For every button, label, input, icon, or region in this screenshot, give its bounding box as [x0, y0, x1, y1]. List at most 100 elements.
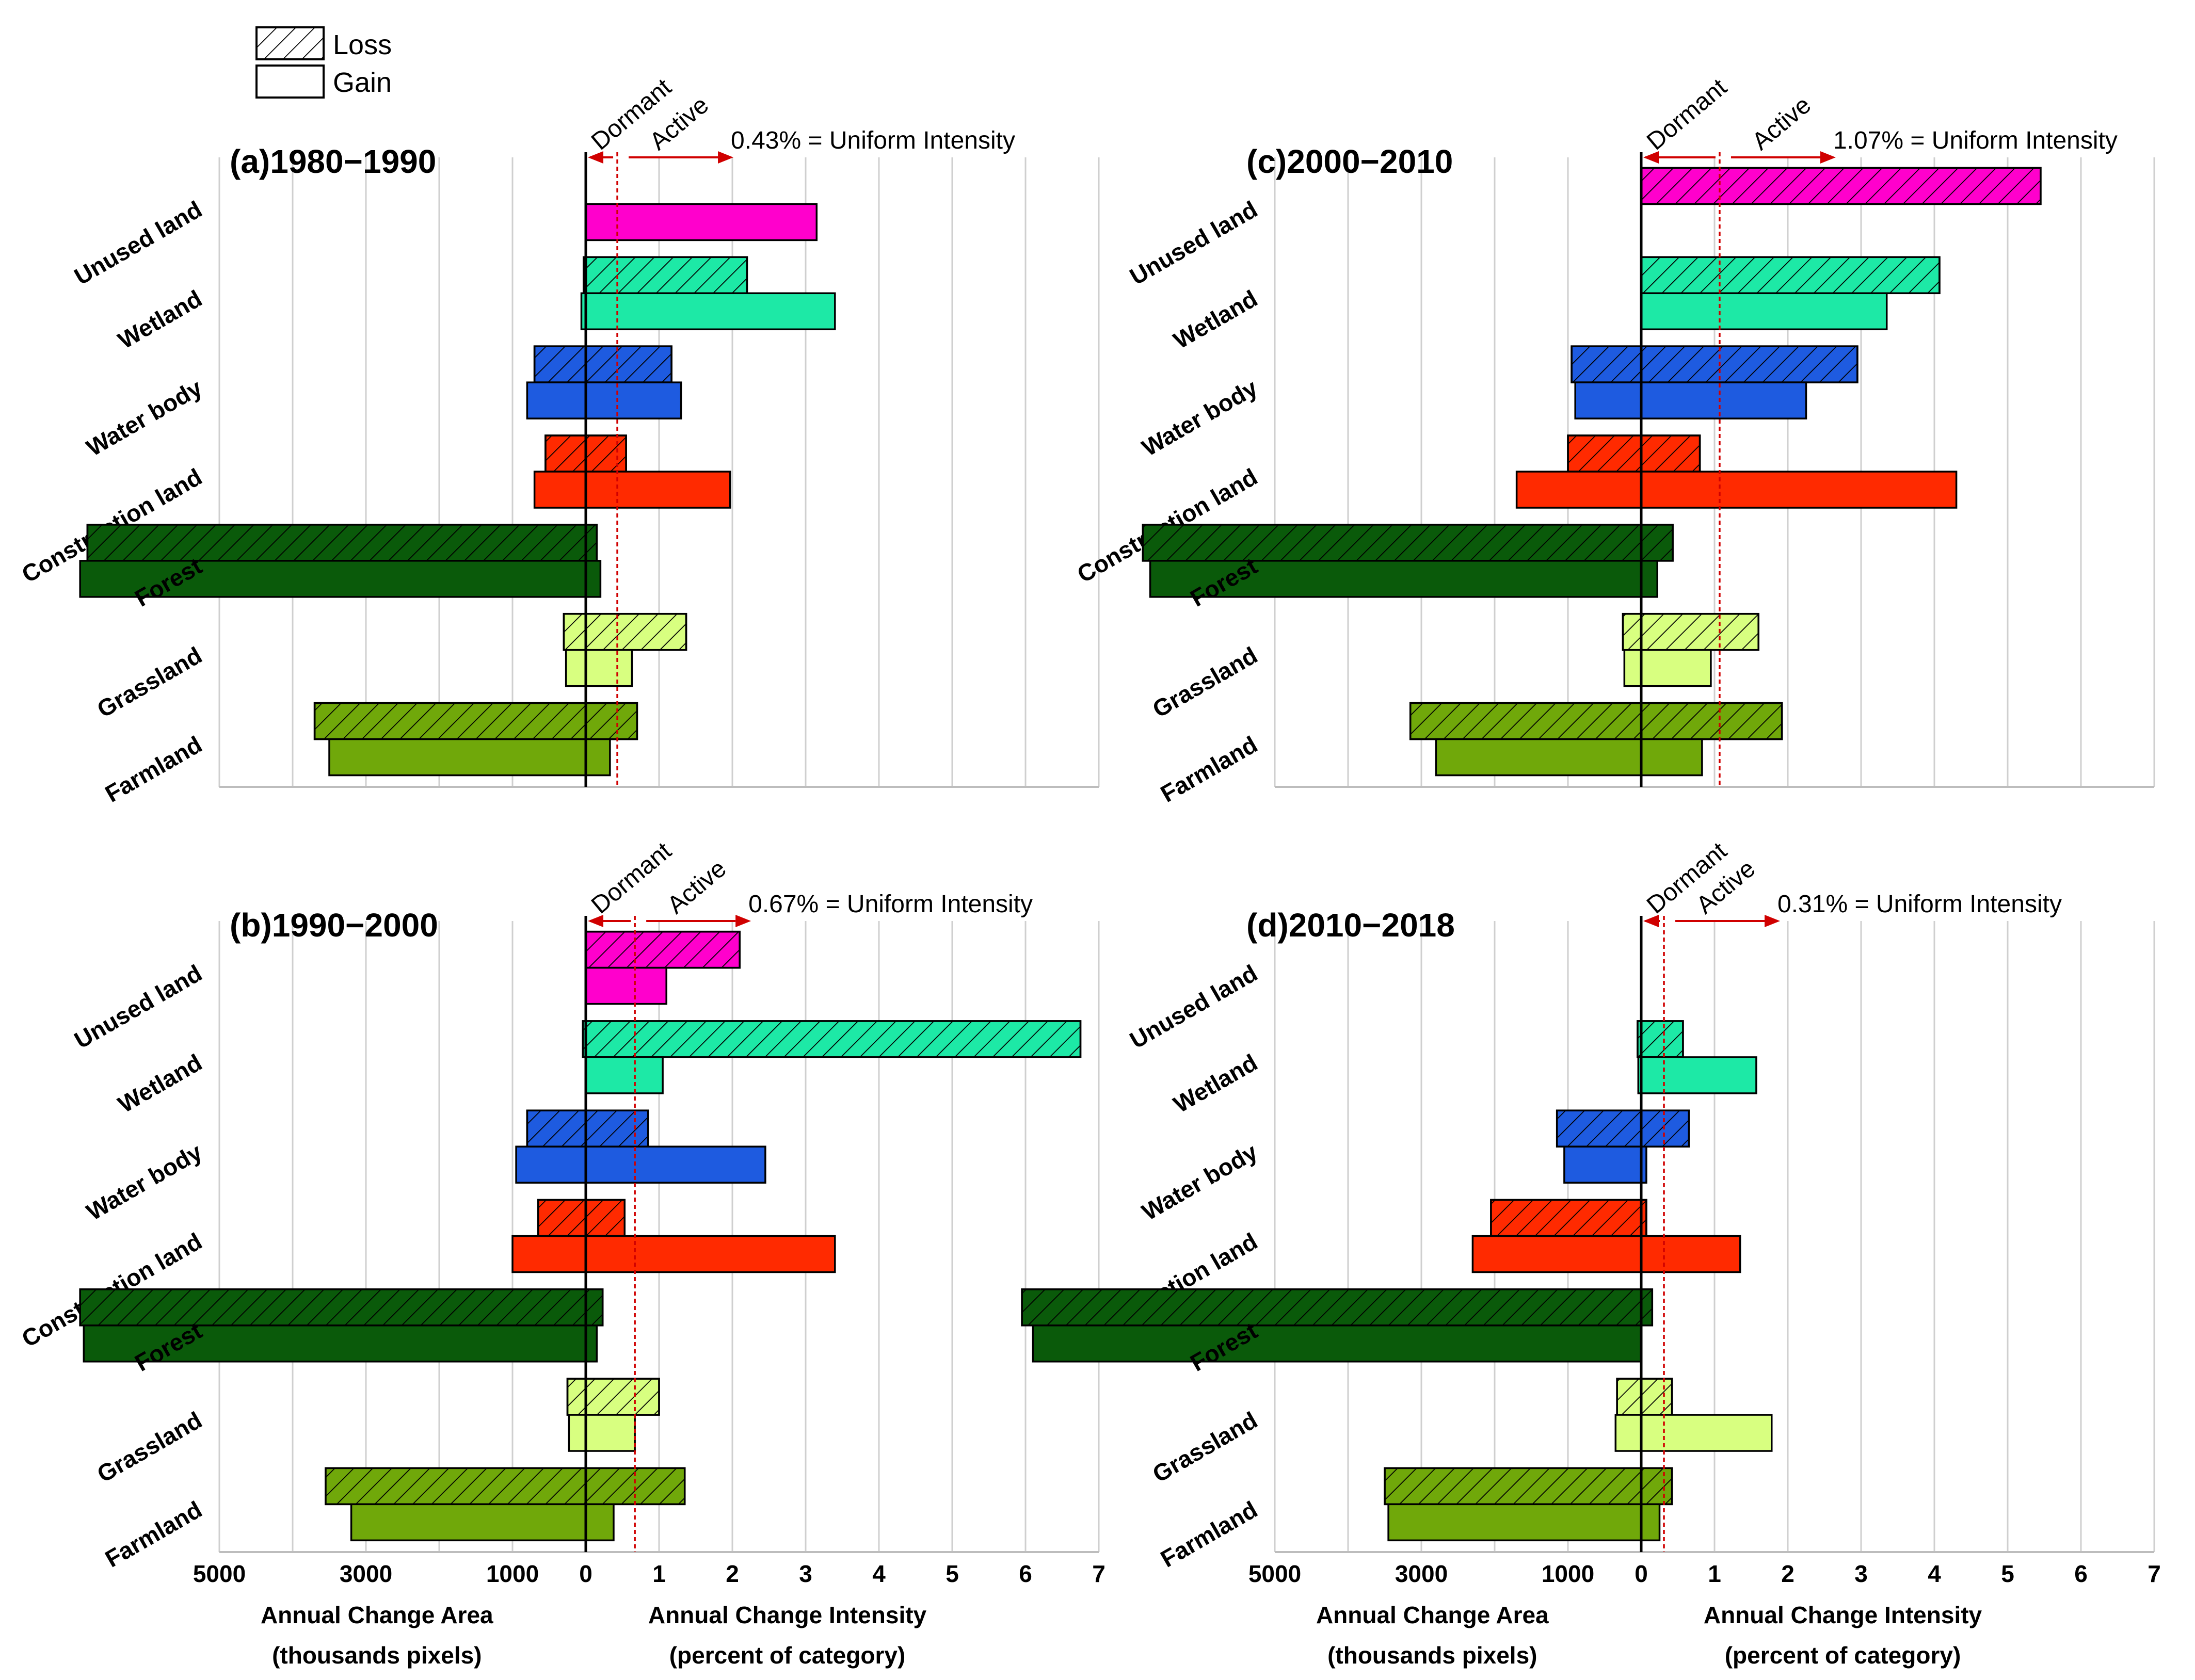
panel-title: (b)1990−2000	[230, 907, 438, 944]
category-label: Unused land	[1125, 959, 1262, 1054]
dormant-arrowhead	[1643, 151, 1659, 164]
intensity-axis-unit: (percent of category)	[1725, 1642, 1961, 1669]
intensity-tick-label: 7	[1092, 1560, 1105, 1587]
category-label: Water body	[1137, 1138, 1262, 1226]
bar-construction-land-gain	[1471, 1235, 1741, 1273]
category-label: Farmland	[1156, 731, 1262, 807]
bar-hatch-forest	[86, 524, 598, 562]
uniform-intensity-label: 0.43% = Uniform Intensity	[731, 127, 1015, 154]
intensity-tick-label: 2	[1781, 1560, 1795, 1587]
legend-loss-hatch	[255, 26, 325, 60]
bar-hatch-construction-land	[537, 1199, 626, 1237]
bar-hatch-wetland	[1640, 256, 1941, 295]
bar-hatch-water-body	[1571, 345, 1858, 383]
area-tick-label: 1000	[486, 1560, 539, 1587]
bar-farmland-gain	[1387, 1503, 1661, 1542]
intensity-tick-label: 4	[1928, 1560, 1941, 1587]
category-label: Grassland	[92, 1407, 206, 1488]
bar-hatch-farmland	[1384, 1467, 1673, 1506]
dormant-label: Dormant	[1642, 74, 1732, 156]
bar-hatch-grassland	[563, 612, 687, 651]
intensity-axis-title: Annual Change Intensity	[648, 1602, 927, 1628]
bar-farmland-gain	[350, 1503, 615, 1542]
bar-hatch-farmland	[1409, 702, 1783, 740]
intensity-tick-label: 1	[652, 1560, 666, 1587]
intensity-tick-label: 5	[946, 1560, 959, 1587]
category-label: Water body	[1137, 374, 1262, 462]
intensity-tick-label: 6	[1019, 1560, 1032, 1587]
category-label: Unused land	[1125, 196, 1262, 290]
active-arrowhead	[1765, 915, 1781, 927]
bar-forest-gain	[1149, 560, 1658, 598]
area-tick-label: 5000	[193, 1560, 246, 1587]
bar-forest-gain	[83, 1324, 598, 1363]
area-tick-label: 3000	[1395, 1560, 1448, 1587]
category-label: Grassland	[1148, 1407, 1262, 1488]
bar-hatch-grassland	[1616, 1378, 1673, 1416]
area-tick-label: 3000	[340, 1560, 392, 1587]
bar-water-body-gain	[1563, 1145, 1647, 1184]
bar-construction-land-gain	[533, 471, 731, 509]
bar-water-body-gain	[1574, 381, 1807, 419]
area-axis-unit: (thousands pixels)	[1327, 1642, 1537, 1669]
bar-hatch-wetland	[582, 256, 748, 295]
intensity-tick-label: 3	[1854, 1560, 1868, 1587]
category-label: Farmland	[101, 1496, 206, 1573]
area-tick-label: 5000	[1248, 1560, 1301, 1587]
uniform-intensity-label: 0.67% = Uniform Intensity	[748, 891, 1033, 918]
bar-hatch-farmland	[325, 1467, 686, 1506]
bar-hatch-construction-land	[1490, 1199, 1647, 1237]
intensity-axis-title: Annual Change Intensity	[1704, 1602, 1982, 1628]
bar-hatch-farmland	[313, 702, 638, 740]
area-tick-label: 0	[579, 1560, 592, 1587]
category-label: Water body	[82, 1138, 207, 1226]
bar-grassland-gain	[1614, 1414, 1773, 1452]
area-tick-label: 0	[1635, 1560, 1648, 1587]
bar-wetland-gain	[580, 292, 836, 331]
category-label: Farmland	[1156, 1496, 1262, 1573]
dormant-arrowhead	[1643, 915, 1659, 927]
bar-hatch-water-body	[526, 1109, 649, 1148]
bar-forest-gain	[79, 560, 602, 598]
intensity-tick-label: 7	[2148, 1560, 2161, 1587]
panel-title: (d)2010−2018	[1246, 907, 1455, 944]
uniform-intensity-label: 0.31% = Uniform Intensity	[1777, 891, 2062, 918]
active-label: Active	[662, 855, 731, 919]
bar-unused-land-gain	[585, 966, 667, 1005]
intensity-tick-label: 1	[1708, 1560, 1721, 1587]
intensity-axis-unit: (percent of category)	[669, 1642, 906, 1669]
intensity-tick-label: 6	[2074, 1560, 2088, 1587]
category-label: Wetland	[114, 1049, 206, 1118]
bar-hatch-wetland	[582, 1020, 1082, 1058]
category-label: Wetland	[1169, 285, 1262, 354]
category-label: Unused land	[70, 959, 206, 1054]
area-tick-label: 1000	[1542, 1560, 1594, 1587]
bar-hatch-unused-land	[585, 930, 741, 969]
active-arrowhead	[1820, 151, 1836, 164]
active-arrowhead	[718, 151, 734, 164]
category-label: Grassland	[92, 641, 206, 723]
bar-hatch-forest	[1142, 524, 1674, 562]
intensity-tick-label: 2	[726, 1560, 739, 1587]
category-label: Wetland	[114, 285, 206, 354]
dormant-arrowhead	[588, 915, 603, 927]
active-arrowhead	[735, 915, 751, 927]
bar-forest-gain	[1032, 1324, 1642, 1363]
category-label: Grassland	[1148, 641, 1262, 723]
legend: Loss Gain	[255, 26, 392, 99]
dormant-arrowhead	[588, 151, 603, 164]
area-axis-title: Annual Change Area	[1316, 1602, 1549, 1628]
bar-grassland-gain	[568, 1414, 636, 1452]
bar-wetland-gain	[585, 1056, 664, 1094]
uniform-intensity-label: 1.07% = Uniform Intensity	[1833, 127, 2118, 154]
category-label: Wetland	[1169, 1049, 1262, 1118]
bar-construction-land-gain	[511, 1235, 836, 1273]
dormant-label: Dormant	[586, 837, 677, 919]
panel-title: (a)1980−1990	[230, 143, 436, 180]
bar-farmland-gain	[1435, 738, 1703, 777]
